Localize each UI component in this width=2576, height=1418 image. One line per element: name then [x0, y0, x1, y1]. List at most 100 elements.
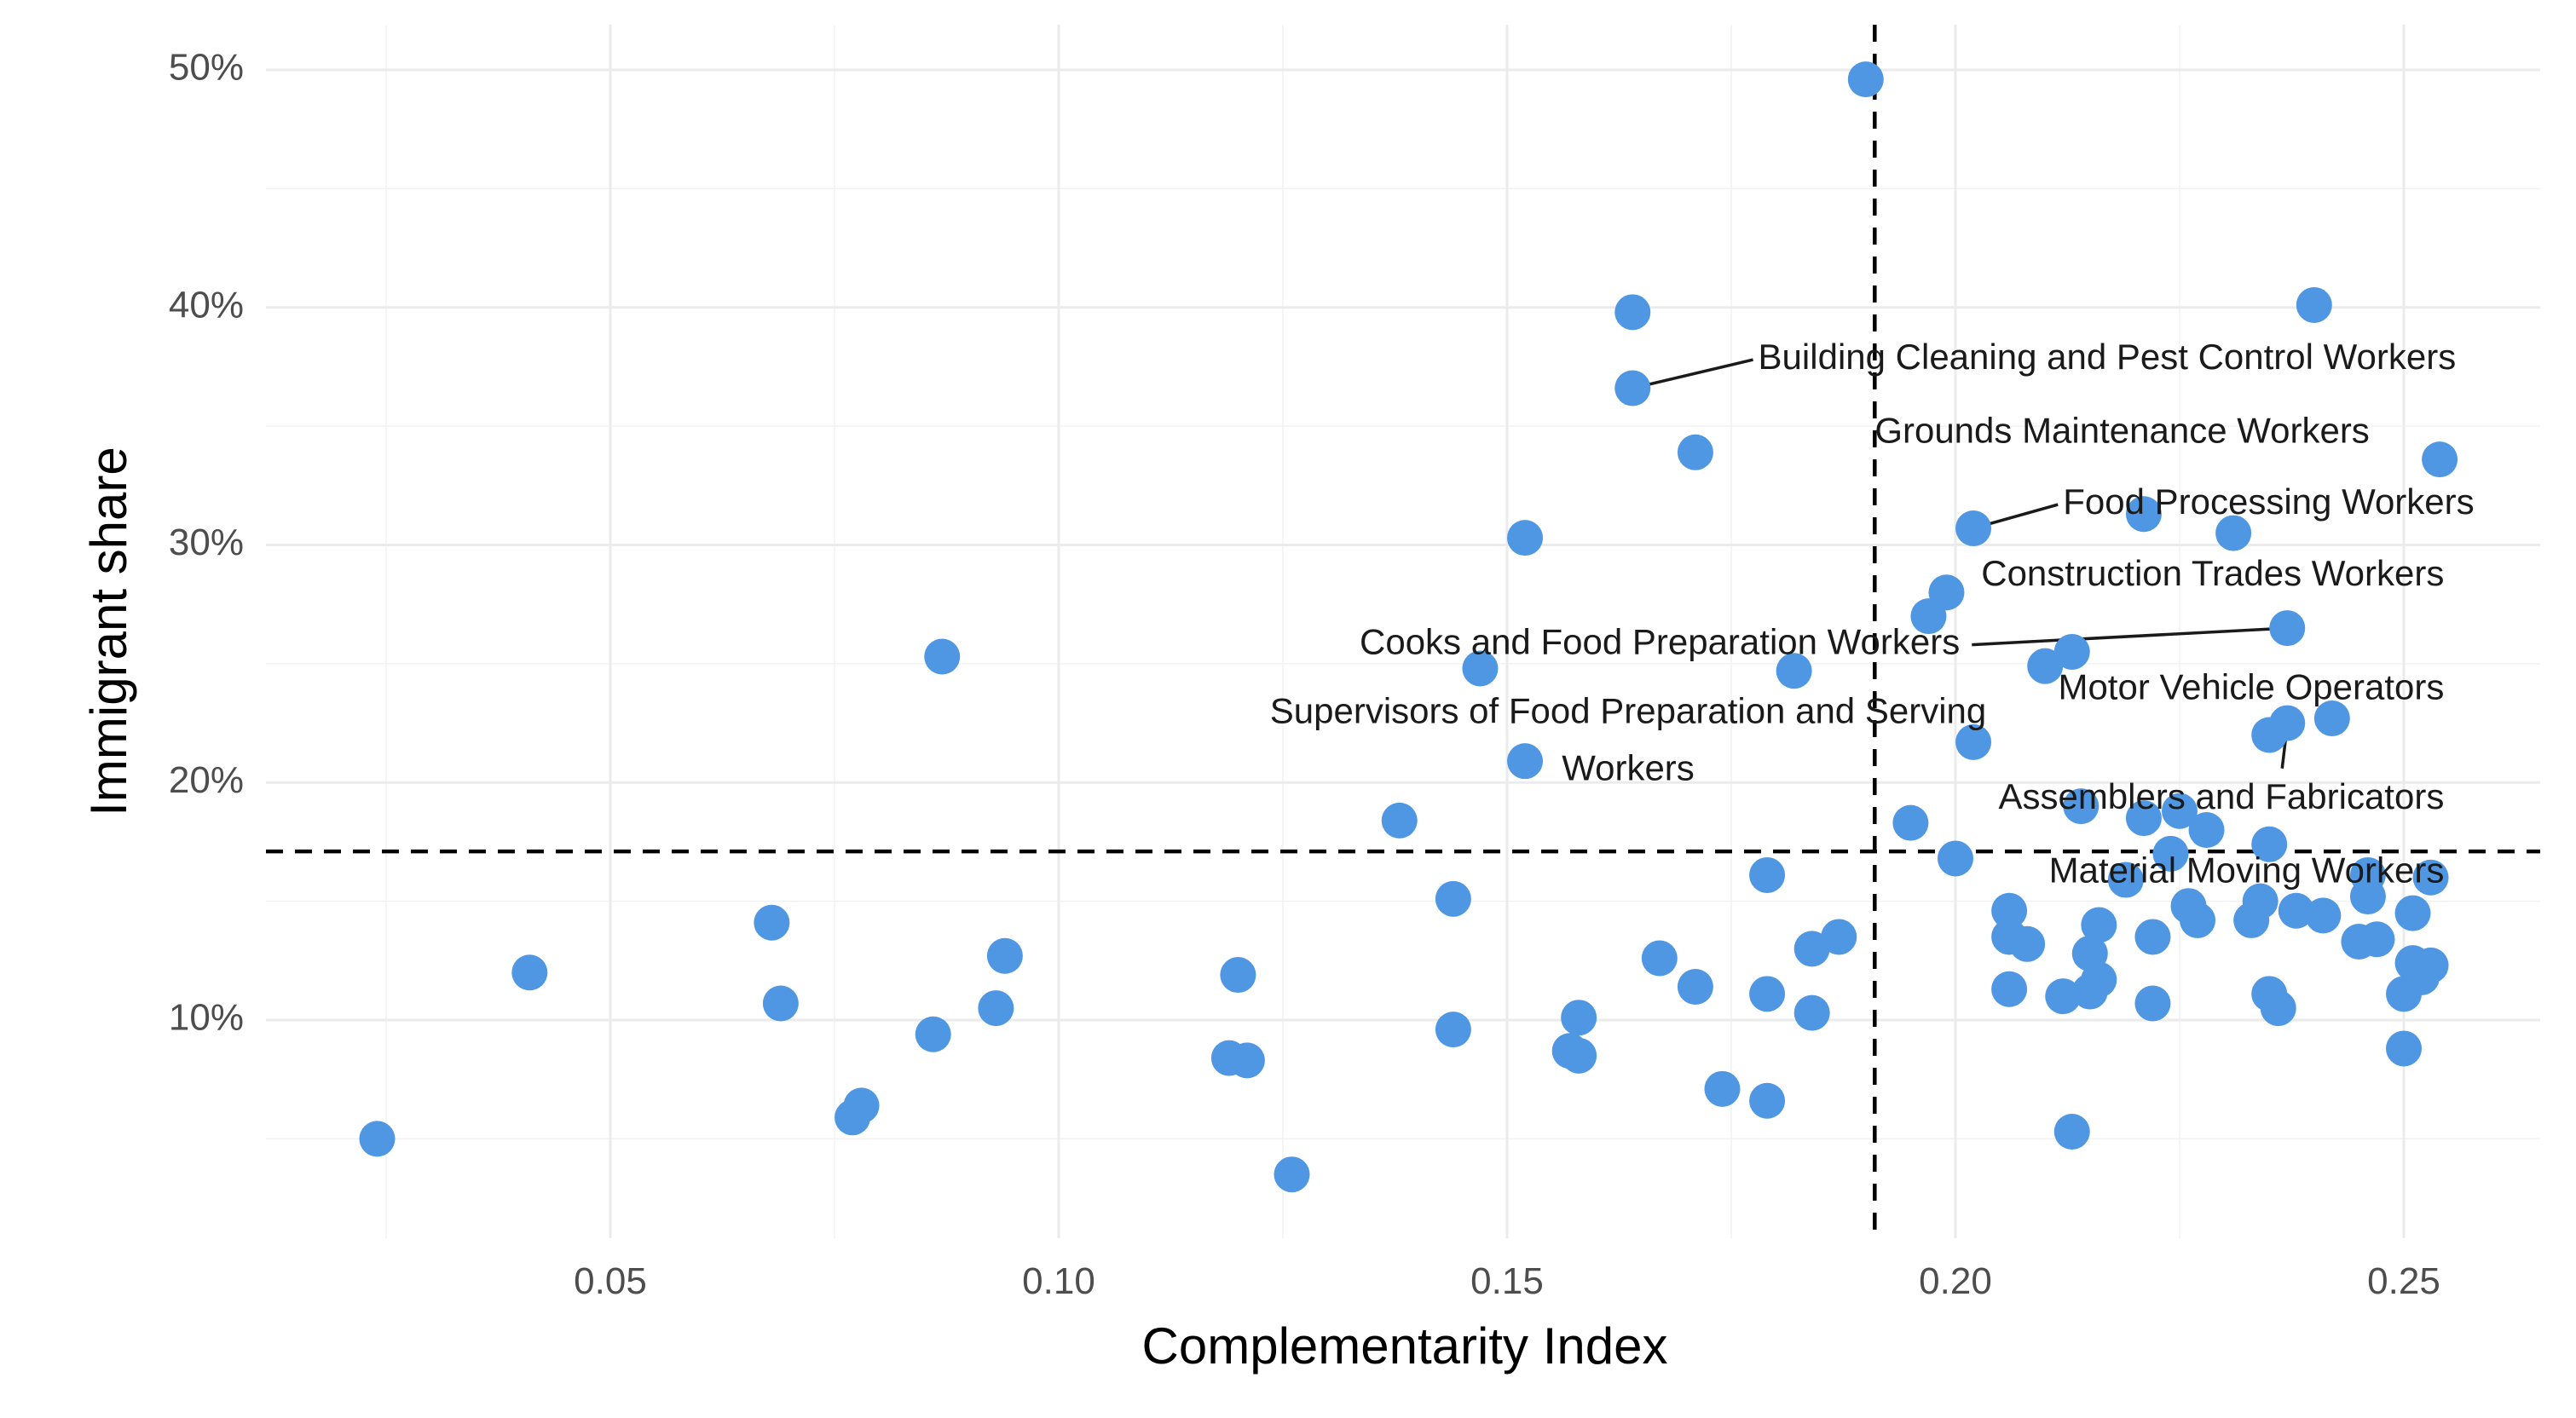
data-point — [1938, 840, 1973, 877]
data-point — [2053, 633, 2090, 670]
data-point — [1910, 598, 1947, 635]
data-point — [2152, 835, 2189, 872]
data-point — [1507, 743, 1544, 780]
data-point — [2027, 648, 2064, 684]
data-point — [1462, 650, 1499, 687]
data-point — [1991, 971, 2028, 1007]
data-point — [978, 990, 1014, 1027]
data-point — [1274, 1156, 1310, 1193]
y-tick-label: 30% — [169, 522, 244, 563]
data-point — [1847, 61, 1884, 98]
data-point — [1749, 976, 1786, 1012]
data-point — [2305, 897, 2342, 934]
data-point — [1821, 919, 1857, 955]
data-point — [1561, 1000, 1597, 1036]
data-point — [2188, 812, 2225, 848]
x-axis-ticks: 0.05 0.10 0.15 0.20 0.25 — [574, 1260, 2440, 1302]
x-axis-title: Complementarity Index — [1142, 1317, 1668, 1375]
data-point — [2009, 925, 2046, 962]
x-tick-label: 0.25 — [2367, 1260, 2440, 1302]
data-point — [2063, 788, 2099, 825]
x-tick-label: 0.05 — [574, 1260, 647, 1302]
data-point — [2134, 985, 2171, 1022]
x-tick-label: 0.10 — [1022, 1260, 1095, 1302]
data-point — [1955, 510, 1992, 546]
y-tick-label: 40% — [169, 284, 244, 326]
data-point — [2053, 1114, 2090, 1150]
data-point — [2359, 921, 2395, 958]
data-point — [2296, 286, 2332, 323]
data-point — [754, 904, 790, 941]
data-point — [1892, 804, 1929, 841]
data-points — [359, 61, 2458, 1193]
data-point — [2422, 441, 2458, 478]
annotation-label: Food Processing Workers — [2063, 481, 2474, 522]
annotation-label: Assemblers and Fabricators — [1998, 776, 2444, 816]
data-point — [2386, 976, 2422, 1012]
annotation-leader-line — [1632, 358, 1753, 390]
data-point — [1614, 370, 1651, 406]
data-point — [2215, 515, 2252, 551]
data-point — [2386, 1030, 2422, 1067]
data-point — [1749, 1082, 1786, 1119]
data-point — [2162, 793, 2198, 829]
y-axis-ticks: 10% 20% 30% 40% 50% — [169, 47, 244, 1039]
data-point — [2412, 859, 2449, 896]
data-point — [1381, 802, 1418, 839]
data-point — [2251, 826, 2288, 862]
data-point — [2081, 961, 2117, 998]
data-point — [2134, 919, 2171, 955]
annotation-label: Building Cleaning and Pest Control Worke… — [1759, 337, 2457, 377]
data-point — [2394, 895, 2431, 931]
data-point — [2180, 902, 2216, 938]
data-point — [986, 937, 1023, 974]
data-point — [1677, 968, 1713, 1005]
data-point — [2045, 978, 2082, 1015]
annotation-label: Material Moving Workers — [2049, 850, 2445, 890]
data-point — [1677, 434, 1713, 470]
annotation-label: Cooks and Food Preparation Workers — [1360, 622, 1960, 662]
data-point — [1561, 1037, 1597, 1074]
data-point — [2107, 862, 2144, 898]
data-point — [1435, 1012, 1471, 1048]
y-tick-label: 50% — [169, 47, 244, 89]
annotation-label: Construction Trades Workers — [1981, 553, 2444, 593]
annotation-label: Workers — [1562, 747, 1695, 787]
data-point — [2313, 700, 2350, 736]
data-point — [2278, 892, 2314, 929]
data-point — [2081, 907, 2117, 943]
annotation-label: Motor Vehicle Operators — [2058, 667, 2444, 707]
y-tick-label: 20% — [169, 759, 244, 801]
y-axis-title: Immigrant share — [80, 447, 137, 816]
data-point — [1776, 653, 1812, 689]
annotation-leader-line — [1972, 626, 2288, 647]
data-point — [1704, 1070, 1741, 1107]
data-point — [835, 1099, 871, 1136]
data-point — [511, 954, 548, 991]
x-tick-label: 0.15 — [1470, 1260, 1544, 1302]
data-point — [915, 1016, 951, 1052]
data-point — [1507, 520, 1544, 556]
data-point — [1955, 723, 1992, 760]
gridlines — [266, 25, 2540, 1238]
data-point — [1220, 957, 1256, 994]
data-point — [1614, 294, 1651, 331]
data-point — [1641, 940, 1678, 977]
data-point — [2242, 883, 2279, 919]
data-point — [2269, 610, 2306, 647]
data-point — [2269, 705, 2306, 741]
data-point — [924, 638, 961, 675]
annotation-labels: Building Cleaning and Pest Control Worke… — [1270, 337, 2475, 890]
data-point — [1228, 1042, 1265, 1079]
data-point — [1793, 931, 1830, 967]
data-point — [1991, 892, 2028, 929]
x-tick-label: 0.20 — [1919, 1260, 1992, 1302]
data-point — [2349, 879, 2386, 915]
data-point — [359, 1121, 396, 1157]
data-point — [1749, 856, 1786, 893]
data-point — [1793, 994, 1830, 1031]
data-point — [2125, 496, 2162, 533]
y-tick-label: 10% — [169, 997, 244, 1039]
annotation-label: Grounds Maintenance Workers — [1874, 411, 2370, 451]
